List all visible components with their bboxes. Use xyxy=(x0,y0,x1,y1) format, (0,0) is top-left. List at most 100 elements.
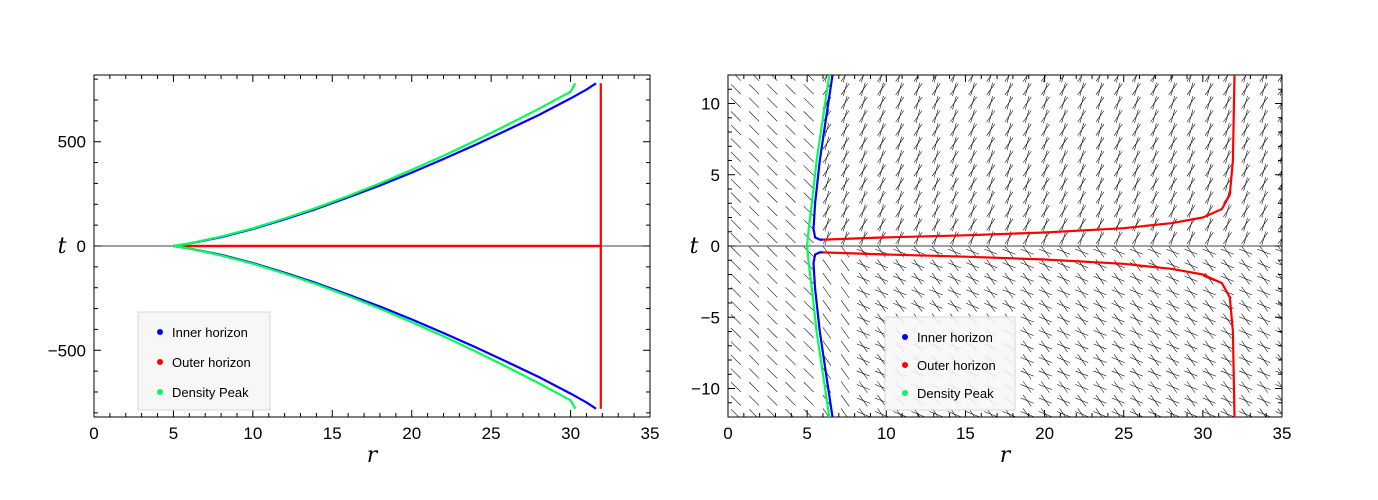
left-legend: Inner horizon Outer horizon Density Peak xyxy=(137,311,271,411)
field-segment xyxy=(1243,82,1248,97)
field-segment xyxy=(1129,275,1143,282)
field-segment xyxy=(824,217,830,232)
field-segment xyxy=(1277,142,1282,150)
field-segment xyxy=(1075,316,1089,323)
field-segment xyxy=(822,259,832,272)
field-segment xyxy=(1279,237,1282,245)
field-segment xyxy=(730,233,742,244)
field-segment xyxy=(1207,109,1212,124)
field-segment xyxy=(1188,204,1194,218)
field-segment xyxy=(730,219,742,230)
right-x-tick-labels: 0 5 10 15 20 25 30 35 xyxy=(723,424,1291,443)
field-segment xyxy=(1147,248,1162,255)
field-segment xyxy=(933,204,939,218)
field-segment xyxy=(879,123,884,137)
legend-label: Density Peak xyxy=(917,386,994,401)
field-segment xyxy=(1115,82,1121,97)
field-segment xyxy=(1147,411,1162,417)
field-segment xyxy=(933,217,939,232)
field-segment xyxy=(1277,75,1282,82)
field-segment xyxy=(1207,123,1212,137)
field-segment xyxy=(1220,343,1234,350)
field-segment xyxy=(1097,82,1103,97)
field-segment xyxy=(1166,289,1180,296)
field-segment xyxy=(840,408,848,417)
field-segment xyxy=(856,316,870,323)
field-segment xyxy=(1056,275,1071,282)
field-segment xyxy=(988,150,993,164)
field-segment xyxy=(988,204,993,218)
field-segment xyxy=(861,217,866,232)
field-segment xyxy=(1261,163,1266,178)
field-segment xyxy=(893,302,907,309)
field-segment xyxy=(1238,248,1253,255)
field-segment xyxy=(1038,370,1052,377)
field-segment xyxy=(1188,177,1194,191)
field-segment xyxy=(1056,411,1071,417)
field-segment xyxy=(984,411,998,417)
field-segment xyxy=(1111,357,1125,363)
field-segment xyxy=(1075,411,1089,417)
field-segment xyxy=(767,287,778,298)
field-segment xyxy=(1220,248,1234,255)
field-segment xyxy=(1170,177,1175,191)
field-segment xyxy=(1115,177,1121,191)
field-segment xyxy=(1097,123,1103,137)
field-segment xyxy=(970,82,975,97)
field-segment xyxy=(1152,95,1157,110)
field-segment xyxy=(1079,204,1084,218)
field-segment xyxy=(1093,248,1107,255)
field-segment xyxy=(767,327,778,339)
field-segment xyxy=(861,95,866,110)
field-segment xyxy=(1115,75,1119,83)
field-segment xyxy=(1006,217,1012,232)
field-segment xyxy=(767,260,778,271)
field-segment xyxy=(1238,384,1253,390)
field-segment xyxy=(1111,384,1125,390)
field-segment xyxy=(803,205,814,217)
field-segment xyxy=(1020,330,1034,336)
field-segment xyxy=(767,219,778,230)
field-segment xyxy=(933,82,939,97)
field-segment xyxy=(1225,123,1230,137)
field-segment xyxy=(840,286,850,299)
field-segment xyxy=(1002,275,1016,282)
field-segment xyxy=(1079,82,1084,97)
field-segment xyxy=(1097,204,1103,218)
field-segment xyxy=(915,190,921,205)
field-segment xyxy=(915,136,921,151)
field-segment xyxy=(822,313,832,326)
field-segment xyxy=(965,302,980,309)
field-segment xyxy=(1002,262,1016,269)
field-segment xyxy=(1220,384,1234,390)
field-segment xyxy=(1075,343,1089,350)
y-tick-label: −5 xyxy=(701,308,720,327)
field-segment xyxy=(785,219,796,230)
field-segment xyxy=(952,123,957,137)
field-segment xyxy=(1043,95,1048,110)
field-segment xyxy=(929,248,943,255)
density-peak-curve-upper xyxy=(173,82,577,248)
field-segment xyxy=(1111,289,1125,296)
field-segment xyxy=(748,151,760,163)
field-segment xyxy=(1257,275,1271,282)
legend-marker xyxy=(157,359,163,365)
field-segment xyxy=(1020,248,1034,255)
field-segment xyxy=(842,150,848,164)
field-segment xyxy=(1275,357,1282,361)
field-segment xyxy=(1279,223,1282,232)
field-segment xyxy=(1277,115,1282,123)
field-segment xyxy=(842,136,848,151)
field-segment xyxy=(1097,75,1101,83)
field-segment xyxy=(785,314,796,325)
field-segment xyxy=(1166,411,1180,417)
field-segment xyxy=(803,138,814,149)
field-segment xyxy=(893,275,907,282)
field-segment xyxy=(1184,411,1198,417)
x-tick-label: 35 xyxy=(641,424,660,443)
field-segment xyxy=(1184,384,1198,390)
field-segment xyxy=(1202,302,1216,309)
field-segment xyxy=(1111,248,1125,255)
field-segment xyxy=(988,163,993,178)
